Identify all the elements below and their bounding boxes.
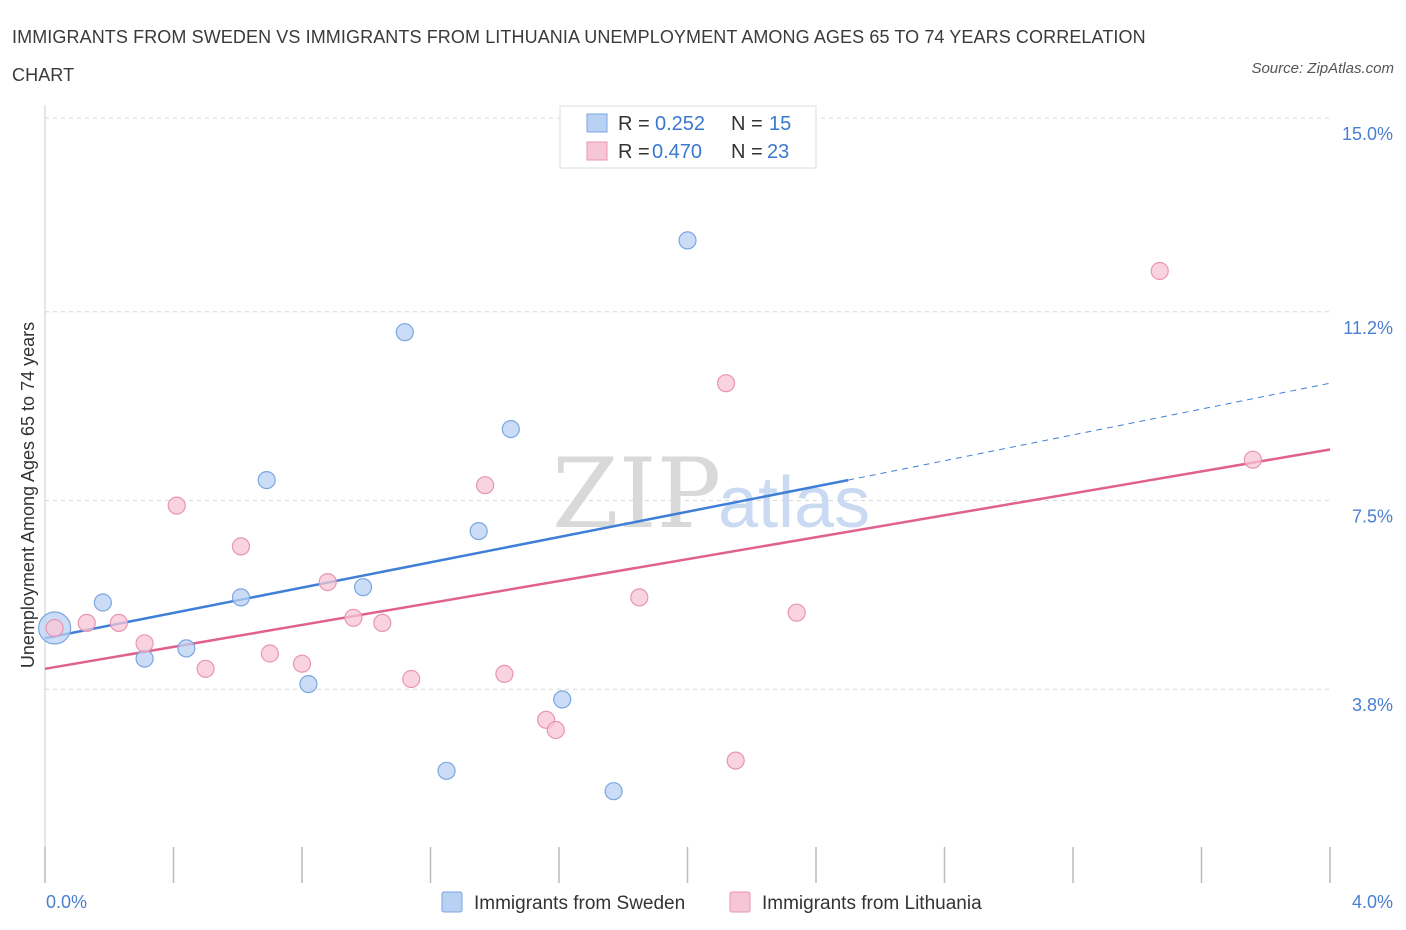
point-lithuania-17	[630, 588, 649, 607]
trend-line-sweden	[44, 478, 849, 640]
point-sweden-11	[501, 420, 520, 439]
point-sweden-9	[437, 761, 456, 780]
point-lithuania-4	[167, 496, 186, 515]
y-tick-label-0: 3.8%	[1352, 695, 1393, 715]
point-lithuania-1	[77, 613, 96, 633]
bottom-legend-swatch-lithuania	[729, 891, 751, 913]
y-tick-label-3: 15.0%	[1342, 124, 1393, 144]
point-lithuania-3	[135, 634, 154, 653]
point-lithuania-8	[292, 654, 312, 673]
legend-sweden-n-value: 15	[769, 113, 791, 135]
point-sweden-4	[231, 588, 251, 607]
bottom-legend-label-lithuania: Immigrants from Lithuania	[762, 893, 982, 914]
point-sweden-6	[299, 674, 318, 694]
point-lithuania-5	[196, 659, 215, 678]
point-sweden-2	[135, 649, 154, 668]
legend-swatch-lithuania	[586, 141, 608, 161]
point-lithuania-9	[318, 572, 337, 592]
legend-swatch-sweden	[586, 113, 608, 133]
point-lithuania-2	[109, 613, 128, 633]
point-lithuania-21	[1150, 261, 1169, 281]
trend-lines	[44, 382, 1331, 671]
data-points	[38, 231, 1263, 801]
point-sweden-1	[93, 593, 112, 612]
point-lithuania-16	[546, 720, 565, 740]
point-lithuania-0	[45, 618, 64, 638]
point-lithuania-12	[402, 669, 421, 689]
x-tick-label-min: 0.0%	[46, 892, 87, 912]
point-sweden-5	[257, 471, 276, 490]
watermark-atlas: atlas	[718, 463, 870, 543]
source-label: Source: ZipAtlas.com	[1251, 60, 1394, 77]
point-lithuania-14	[495, 664, 514, 684]
y-axis-label: Unemployment Among Ages 65 to 74 years	[18, 322, 38, 668]
legend-lithuania-n-value: 23	[767, 141, 789, 163]
bottom-legend-label-sweden: Immigrants from Sweden	[474, 893, 685, 914]
legend-sweden-r-value: 0.252	[655, 113, 705, 135]
x-tick-label-max: 4.0%	[1352, 892, 1393, 912]
top-legend: R = 0.252 N = 15 R = 0.470 N = 23	[559, 105, 817, 169]
legend-lithuania-n-label: N =	[731, 141, 763, 163]
point-lithuania-11	[373, 613, 392, 633]
y-tick-label-1: 7.5%	[1352, 507, 1393, 527]
point-sweden-13	[604, 782, 623, 801]
point-lithuania-13	[476, 476, 495, 495]
trend-line-sweden-extension	[848, 382, 1331, 481]
trend-line-lithuania	[44, 448, 1331, 671]
point-sweden-14	[678, 231, 697, 250]
axes	[44, 105, 1331, 883]
watermark-zip: ZIP	[552, 438, 721, 550]
bottom-legend-swatch-sweden	[441, 891, 463, 913]
chart-title: IMMIGRANTS FROM SWEDEN VS IMMIGRANTS FRO…	[12, 27, 1146, 85]
legend-lithuania-r-value: 0.470	[652, 141, 702, 163]
legend-sweden-r-label: R =	[618, 113, 650, 135]
point-sweden-8	[395, 323, 414, 342]
point-lithuania-22	[1243, 450, 1263, 469]
point-sweden-12	[553, 690, 572, 709]
legend-sweden-n-label: N =	[731, 113, 763, 135]
point-sweden-10	[469, 521, 488, 541]
point-lithuania-18	[716, 374, 736, 393]
y-tick-label-2: 11.2%	[1343, 318, 1393, 338]
point-lithuania-19	[726, 751, 745, 770]
legend-lithuania-r-label: R =	[618, 141, 650, 163]
point-lithuania-7	[260, 644, 279, 663]
point-lithuania-6	[231, 537, 251, 556]
point-sweden-3	[177, 639, 196, 658]
point-lithuania-20	[787, 603, 806, 622]
bottom-legend: Immigrants from Sweden Immigrants from L…	[441, 891, 982, 914]
point-sweden-7	[353, 578, 373, 597]
point-lithuania-10	[344, 608, 363, 627]
y-tick-labels: 3.8% 7.5% 11.2% 15.0%	[1342, 124, 1393, 715]
